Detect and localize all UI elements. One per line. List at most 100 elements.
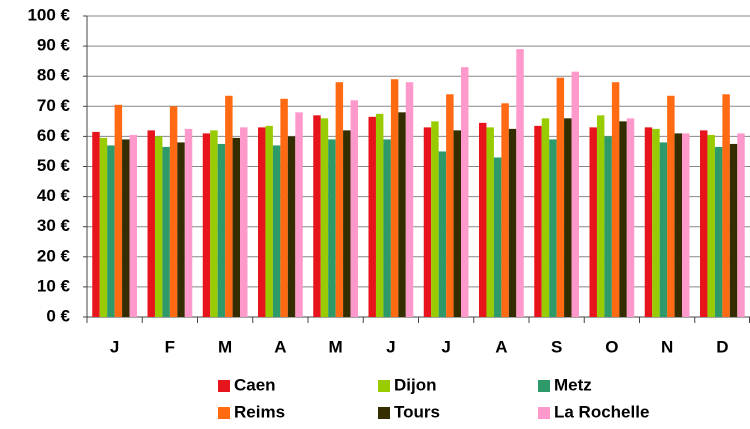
bar xyxy=(611,82,620,317)
bar xyxy=(272,145,281,317)
y-tick-label: 50 € xyxy=(37,156,71,175)
bar xyxy=(699,130,708,317)
bar xyxy=(184,128,193,317)
y-tick-label: 70 € xyxy=(37,96,71,115)
bar xyxy=(217,143,226,317)
bar xyxy=(486,127,494,318)
x-tick-label: A xyxy=(274,337,286,356)
bar xyxy=(652,128,660,317)
bar xyxy=(541,118,550,317)
bar xyxy=(265,125,273,318)
bar xyxy=(287,136,296,317)
legend-swatch xyxy=(538,380,550,392)
bar xyxy=(114,104,123,317)
bar xyxy=(423,127,432,318)
y-tick-label: 0 € xyxy=(46,306,70,325)
x-tick-label: J xyxy=(110,337,119,356)
bar xyxy=(707,134,715,317)
bar xyxy=(589,127,597,318)
y-tick-label: 60 € xyxy=(37,126,71,145)
bar xyxy=(328,139,336,317)
bar xyxy=(202,133,211,317)
x-tick-label: M xyxy=(218,337,232,356)
legend-label: Reims xyxy=(234,402,285,421)
bar xyxy=(478,122,487,317)
bar xyxy=(534,125,542,318)
legend-swatch xyxy=(218,380,230,392)
bar xyxy=(107,145,115,317)
legend-swatch xyxy=(218,407,230,419)
legend-label: La Rochelle xyxy=(554,402,649,421)
bar xyxy=(398,112,406,317)
bar xyxy=(295,112,303,317)
legend-swatch xyxy=(538,407,550,419)
bar xyxy=(729,143,738,317)
bar xyxy=(320,118,329,317)
bar xyxy=(722,94,730,317)
bar xyxy=(644,127,653,318)
bar xyxy=(501,103,509,317)
y-tick-label: 10 € xyxy=(37,276,71,295)
bar xyxy=(667,95,675,317)
legend-label: Tours xyxy=(394,402,440,421)
bar xyxy=(335,82,344,317)
bar xyxy=(619,121,627,317)
legend-swatch xyxy=(378,407,390,419)
bar xyxy=(99,137,108,317)
bar xyxy=(383,139,391,317)
bar xyxy=(169,106,178,317)
bar xyxy=(714,146,723,317)
bar xyxy=(604,136,612,317)
bar xyxy=(431,121,439,317)
x-tick-label: S xyxy=(551,337,562,356)
bar xyxy=(659,142,668,317)
bar xyxy=(350,100,359,317)
bar xyxy=(564,118,572,317)
legend-label: Dijon xyxy=(394,375,437,394)
bar xyxy=(493,157,502,317)
y-tick-label: 40 € xyxy=(37,186,71,205)
bar xyxy=(461,67,469,317)
bar xyxy=(674,133,683,317)
bar xyxy=(549,139,557,317)
bar xyxy=(147,130,155,317)
bar xyxy=(154,136,163,317)
bar xyxy=(375,113,384,317)
x-tick-label: F xyxy=(165,337,175,356)
y-tick-label: 30 € xyxy=(37,216,71,235)
bar xyxy=(129,134,138,317)
bar xyxy=(122,139,130,317)
legend-swatch xyxy=(378,380,390,392)
bar xyxy=(257,127,266,318)
bar xyxy=(405,82,414,317)
bar xyxy=(162,146,170,317)
bar xyxy=(92,131,100,317)
bar xyxy=(446,94,454,317)
x-tick-label: J xyxy=(441,337,450,356)
bar xyxy=(177,142,185,317)
x-tick-label: D xyxy=(716,337,728,356)
bar xyxy=(225,95,233,317)
y-tick-label: 80 € xyxy=(37,66,71,85)
legend-label: Caen xyxy=(234,375,276,394)
bar xyxy=(240,127,248,318)
x-tick-label: A xyxy=(495,337,507,356)
bar xyxy=(210,130,218,317)
bar xyxy=(368,116,376,318)
bar xyxy=(596,115,605,317)
bar xyxy=(343,130,351,317)
bar xyxy=(313,115,321,317)
y-tick-label: 20 € xyxy=(37,246,71,265)
y-tick-label: 90 € xyxy=(37,36,71,55)
bar xyxy=(232,137,241,317)
bar xyxy=(280,98,288,318)
legend-label: Metz xyxy=(554,375,592,394)
y-tick-label: 100 € xyxy=(27,5,70,24)
x-tick-label: J xyxy=(386,337,395,356)
bar xyxy=(438,151,447,317)
bar xyxy=(516,49,524,318)
bar xyxy=(556,77,565,317)
bar xyxy=(571,71,580,317)
bar xyxy=(737,133,745,317)
